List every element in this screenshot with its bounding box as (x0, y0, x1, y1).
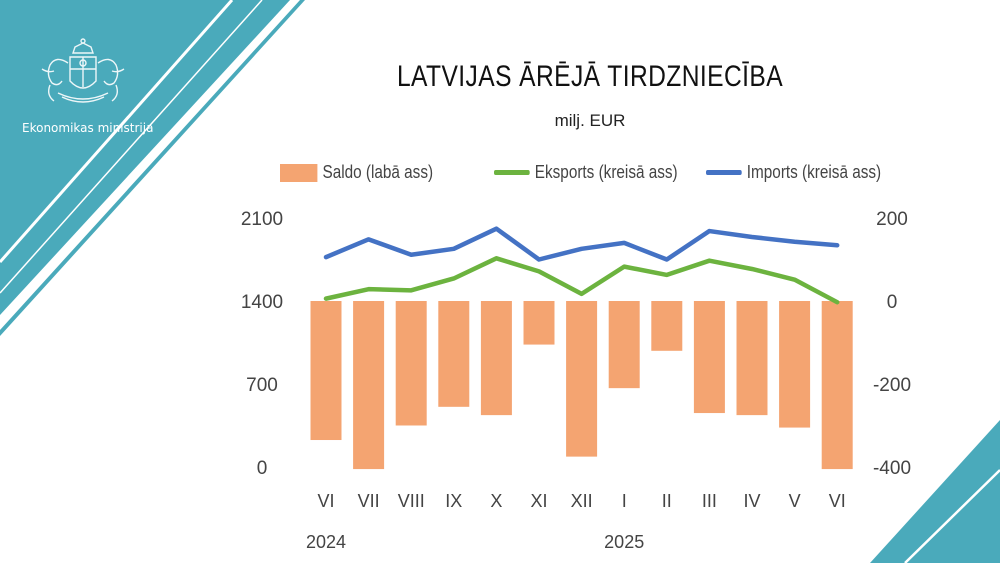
x-axis-tick-label: XI (530, 491, 547, 511)
saldo-bar (395, 301, 427, 426)
eksports-line (323, 256, 840, 305)
saldo-bar (438, 301, 470, 407)
x-axis-tick-label: II (662, 491, 672, 511)
saldo-bar (779, 301, 811, 428)
x-axis-tick-label: I (622, 491, 627, 511)
x-axis-tick-label: VI (317, 491, 334, 511)
left-axis-tick-label: 1400 (241, 292, 283, 313)
chart-subtitle: milj. EUR (554, 111, 626, 130)
left-axis-tick-label: 0 (257, 458, 268, 479)
legend-swatch-eksports (494, 170, 530, 175)
saldo-bar (821, 301, 853, 470)
right-axis-tick-label: -200 (873, 375, 911, 396)
x-axis-tick-label: V (789, 491, 801, 511)
legend-label-imports: Imports (kreisā ass) (746, 162, 882, 182)
legend-item-eksports: Eksports (kreisā ass) (494, 162, 678, 183)
year-label-2025: 2025 (604, 532, 644, 552)
coat-of-arms-logo (41, 38, 125, 103)
legend-item-saldo: Saldo (labā ass) (280, 162, 433, 183)
legend-swatch-imports (706, 170, 742, 175)
x-axis-tick-label: X (490, 491, 502, 511)
saldo-bar (651, 301, 683, 351)
legend-label-saldo: Saldo (labā ass) (322, 162, 434, 182)
saldo-bar (608, 301, 640, 389)
ministry-name: Ekonomikas ministrija (22, 121, 154, 135)
saldo-bar (480, 301, 512, 416)
saldo-bar (353, 301, 385, 470)
right-axis-tick-label: 200 (876, 209, 908, 230)
saldo-bar (736, 301, 768, 416)
x-axis-tick-label: IV (743, 491, 760, 511)
saldo-bar (310, 301, 342, 441)
legend: Saldo (labā ass) Eksports (kreisā ass) I… (280, 162, 900, 192)
x-axis-tick-label: III (702, 491, 717, 511)
saldo-bar (566, 301, 598, 457)
chart-title: LATVIJAS ĀRĒJĀ TIRDZNIECĪBA (396, 60, 784, 93)
x-axis-tick-label: VII (358, 491, 380, 511)
imports-line (323, 226, 840, 262)
legend-label-eksports: Eksports (kreisā ass) (534, 162, 678, 182)
saldo-bar (523, 301, 555, 345)
right-axis-tick-label: 0 (887, 292, 898, 313)
legend-swatch-saldo (280, 163, 318, 182)
x-axis-tick-label: XII (571, 491, 593, 511)
left-axis-tick-label: 2100 (241, 209, 283, 230)
left-axis-tick-label: 700 (246, 375, 278, 396)
right-axis-tick-label: -400 (873, 458, 911, 479)
saldo-bar (693, 301, 725, 414)
x-axis-tick-label: IX (445, 491, 462, 511)
year-label-2024: 2024 (306, 532, 346, 552)
x-axis-tick-label: VI (829, 491, 846, 511)
x-axis-tick-label: VIII (398, 491, 425, 511)
legend-item-imports: Imports (kreisā ass) (706, 162, 881, 183)
